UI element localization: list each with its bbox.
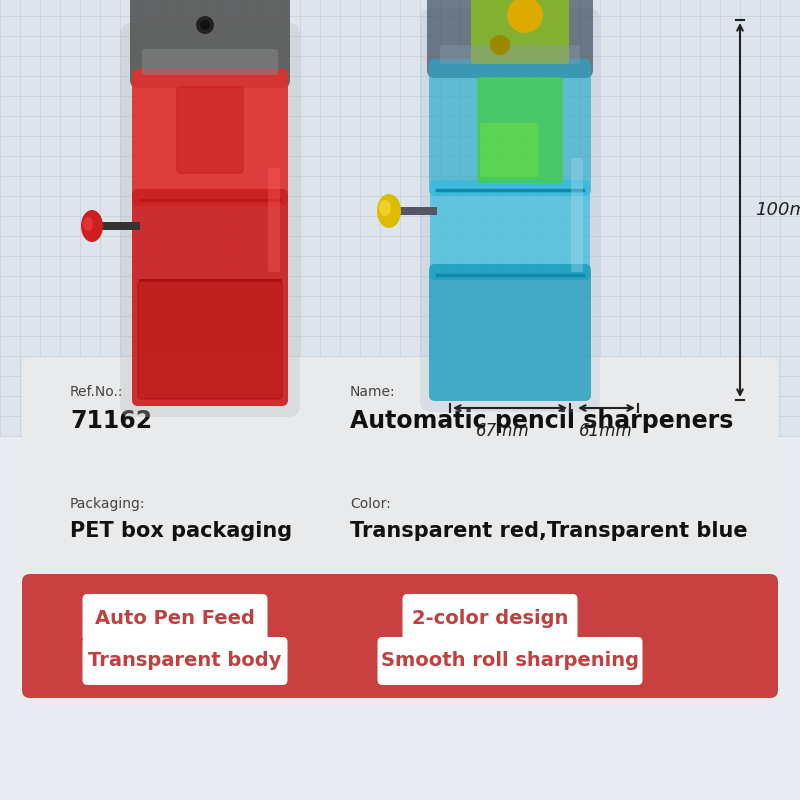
Circle shape xyxy=(200,20,210,30)
FancyBboxPatch shape xyxy=(392,207,437,215)
FancyBboxPatch shape xyxy=(402,594,578,642)
Text: Color:: Color: xyxy=(350,497,390,511)
FancyBboxPatch shape xyxy=(571,158,583,272)
FancyBboxPatch shape xyxy=(429,264,591,401)
FancyBboxPatch shape xyxy=(82,594,267,642)
FancyBboxPatch shape xyxy=(420,8,600,412)
FancyBboxPatch shape xyxy=(378,637,642,685)
Ellipse shape xyxy=(379,200,391,216)
FancyBboxPatch shape xyxy=(138,281,282,399)
Text: Smooth roll sharpening: Smooth roll sharpening xyxy=(381,651,639,670)
Text: Transparent body: Transparent body xyxy=(88,651,282,670)
Text: Name:: Name: xyxy=(350,385,396,399)
FancyBboxPatch shape xyxy=(130,0,290,88)
Text: 67mm: 67mm xyxy=(476,422,530,440)
Text: Ref.No.:: Ref.No.: xyxy=(70,385,123,399)
FancyBboxPatch shape xyxy=(120,23,300,417)
Circle shape xyxy=(507,0,543,33)
Text: PET box packaging: PET box packaging xyxy=(70,521,292,541)
Text: 100mm: 100mm xyxy=(755,201,800,219)
Circle shape xyxy=(196,16,214,34)
FancyBboxPatch shape xyxy=(142,49,278,75)
FancyBboxPatch shape xyxy=(477,77,563,183)
Text: Automatic pencil sharpeners: Automatic pencil sharpeners xyxy=(350,409,734,433)
FancyBboxPatch shape xyxy=(440,45,580,64)
FancyBboxPatch shape xyxy=(95,222,140,230)
Text: 71162: 71162 xyxy=(70,409,152,433)
FancyBboxPatch shape xyxy=(480,123,539,177)
Text: Auto Pen Feed: Auto Pen Feed xyxy=(95,609,255,627)
FancyBboxPatch shape xyxy=(22,469,778,580)
FancyBboxPatch shape xyxy=(268,168,280,272)
Ellipse shape xyxy=(377,194,401,228)
FancyBboxPatch shape xyxy=(429,59,591,196)
FancyBboxPatch shape xyxy=(22,357,778,468)
Text: Transparent red,Transparent blue: Transparent red,Transparent blue xyxy=(350,521,748,541)
Ellipse shape xyxy=(83,217,93,231)
FancyBboxPatch shape xyxy=(177,87,243,173)
FancyBboxPatch shape xyxy=(430,180,590,280)
FancyBboxPatch shape xyxy=(132,69,288,206)
FancyBboxPatch shape xyxy=(22,574,778,698)
Text: 2-color design: 2-color design xyxy=(412,609,568,627)
Text: Packaging:: Packaging: xyxy=(70,497,146,511)
FancyBboxPatch shape xyxy=(0,0,800,436)
Ellipse shape xyxy=(81,210,103,242)
Circle shape xyxy=(490,35,510,55)
FancyBboxPatch shape xyxy=(82,637,287,685)
FancyBboxPatch shape xyxy=(132,189,288,406)
FancyBboxPatch shape xyxy=(471,0,569,64)
FancyBboxPatch shape xyxy=(427,0,593,78)
Text: 61mm: 61mm xyxy=(579,422,633,440)
